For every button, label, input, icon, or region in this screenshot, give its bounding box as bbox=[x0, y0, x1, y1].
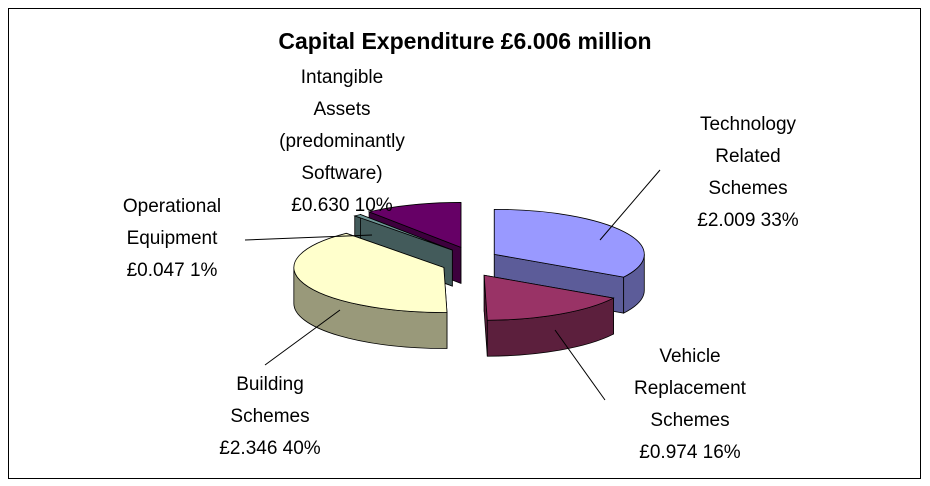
pie-slice bbox=[483, 274, 615, 357]
value-label: £0.974 16% bbox=[639, 442, 741, 463]
slice-label: Building Schemes £2.346 40% bbox=[170, 369, 370, 465]
slice-label: Vehicle Replacement Schemes £0.974 16% bbox=[590, 341, 790, 469]
chart-title: Capital Expenditure £6.006 million bbox=[278, 28, 652, 54]
value-label: £0.047 1% bbox=[126, 260, 218, 281]
category-label: Technology Related Schemes bbox=[699, 114, 797, 199]
frame bbox=[8, 8, 921, 479]
value-label: £0.630 10% bbox=[291, 195, 393, 216]
leader-line bbox=[554, 329, 606, 401]
category-label: Vehicle Replacement Schemes bbox=[634, 346, 746, 431]
slice-top bbox=[353, 214, 453, 251]
slice-top bbox=[293, 232, 448, 313]
slice-label: Technology Related Schemes £2.009 33% bbox=[648, 109, 848, 237]
leader-line bbox=[244, 234, 373, 241]
slice-label: Operational Equipment £0.047 1% bbox=[72, 191, 272, 287]
slice-top bbox=[483, 274, 615, 321]
slice-top bbox=[367, 202, 462, 249]
category-label: Operational Equipment bbox=[122, 196, 222, 249]
slice-top bbox=[493, 208, 645, 278]
leader-line bbox=[264, 309, 341, 366]
value-label: £2.346 40% bbox=[219, 438, 321, 459]
value-label: £2.009 33% bbox=[697, 210, 799, 231]
leader-line bbox=[599, 169, 661, 241]
slice-label: Intangible Assets (predominantly Softwar… bbox=[242, 62, 442, 222]
pie-slice bbox=[293, 232, 448, 349]
category-label: Building Schemes bbox=[230, 374, 310, 427]
category-label: Intangible Assets (predominantly Softwar… bbox=[279, 67, 405, 184]
